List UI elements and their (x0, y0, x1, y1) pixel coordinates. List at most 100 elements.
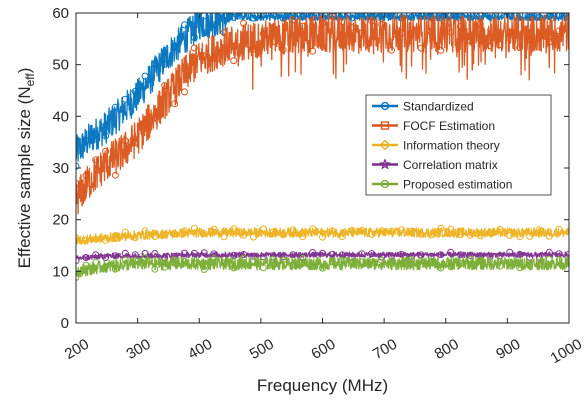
series-marker-3 (250, 233, 257, 241)
y-tick-label: 40 (52, 108, 69, 125)
series-marker-3 (200, 230, 208, 238)
series-marker-2 (121, 137, 129, 145)
series-marker-4 (240, 251, 248, 258)
series-marker-2 (338, 18, 346, 26)
y-tick-label: 10 (52, 263, 69, 280)
series-marker-1 (250, 14, 257, 22)
series-5 (76, 254, 569, 281)
x-tick-label: 1000 (548, 336, 585, 367)
series-marker-4 (447, 248, 455, 256)
series-marker-2 (181, 88, 188, 96)
series-marker-1 (161, 60, 169, 68)
series-marker-5 (338, 256, 346, 264)
series-marker-1 (102, 132, 110, 140)
legend-label: FOCF Estimation (403, 119, 495, 133)
series-marker-5 (397, 260, 405, 268)
series-marker-4 (76, 257, 80, 265)
series-marker-3 (496, 226, 504, 233)
series-marker-3 (388, 227, 395, 235)
series-marker-3 (358, 226, 366, 234)
series-marker-4 (397, 250, 405, 258)
series-marker-2 (102, 147, 110, 155)
series-marker-2 (76, 180, 80, 188)
legend: Standardized FOCF Estimation Information t… (365, 94, 552, 196)
x-tick-label: 600 (308, 336, 338, 363)
x-tick-label: 800 (432, 336, 462, 363)
series-marker-3 (92, 235, 100, 243)
series-marker-2 (348, 24, 356, 32)
series-marker-2 (111, 171, 119, 179)
series-marker-4 (102, 254, 110, 261)
series-marker-5 (407, 256, 415, 263)
series-marker-2 (417, 44, 425, 52)
series-marker-5 (259, 264, 267, 272)
series-marker-2 (427, 27, 435, 35)
series-marker-5 (76, 273, 80, 281)
series-marker-5 (388, 259, 395, 267)
series-line-2 (76, 14, 569, 215)
series-marker-4 (111, 252, 119, 260)
series-marker-5 (447, 263, 455, 271)
series-marker-2 (319, 19, 326, 27)
series-marker-1 (200, 13, 208, 20)
legend-label: Information theory (403, 139, 500, 153)
series-marker-2 (210, 54, 218, 62)
series-marker-4 (338, 251, 346, 259)
series-marker-3 (565, 227, 569, 235)
series-marker-3 (230, 225, 238, 233)
y-tick-label: 20 (52, 212, 69, 229)
series-marker-2 (486, 42, 494, 50)
series-marker-3 (161, 231, 169, 239)
series-marker-2 (151, 114, 159, 122)
series-marker-2 (230, 57, 238, 65)
x-tick-label: 400 (185, 336, 215, 363)
series-marker-5 (181, 257, 188, 265)
series-marker-4 (181, 249, 188, 257)
y-axis-label-main: Effective sample size (N (15, 86, 34, 268)
series-marker-4 (92, 251, 100, 259)
series-marker-5 (111, 265, 119, 273)
series-marker-3 (279, 231, 287, 239)
y-axis-label: Effective sample size (Neff) (15, 68, 37, 269)
x-axis-label: Frequency (MHz) (257, 376, 388, 395)
series-marker-4 (368, 250, 376, 258)
series-marker-5 (486, 258, 494, 266)
series-marker-2 (535, 33, 543, 41)
series-marker-3 (181, 227, 188, 235)
series-marker-2 (368, 17, 376, 25)
series-marker-5 (555, 256, 563, 264)
series-marker-1 (92, 130, 100, 138)
series-marker-2 (476, 20, 484, 28)
series-marker-1 (151, 60, 159, 68)
series-marker-1 (259, 13, 267, 19)
series-marker-5 (220, 259, 228, 267)
y-axis-label-suffix: ) (15, 68, 34, 74)
series-marker-3 (348, 226, 356, 234)
series-marker-2 (259, 30, 267, 38)
series-marker-4 (82, 254, 90, 261)
series-marker-3 (319, 233, 326, 241)
series-marker-5 (131, 256, 139, 264)
series-marker-1 (181, 21, 188, 29)
series-marker-2 (190, 44, 198, 52)
series-marker-1 (141, 72, 149, 80)
series-marker-3 (269, 228, 277, 236)
series-line-5 (76, 256, 569, 278)
series-marker-3 (506, 232, 514, 239)
series-marker-2 (269, 38, 277, 46)
series-marker-1 (486, 13, 494, 18)
series-marker-5 (171, 256, 179, 264)
series-2 (76, 13, 569, 215)
legend-marker (380, 179, 390, 189)
series-marker-5 (378, 256, 386, 264)
series-marker-5 (328, 258, 336, 266)
series-marker-4 (328, 250, 336, 258)
series-marker-5 (496, 262, 504, 270)
series-marker-5 (299, 254, 307, 262)
series-marker-5 (269, 255, 277, 263)
series-marker-1 (121, 95, 129, 103)
series-marker-5 (102, 263, 110, 271)
series-marker-3 (220, 233, 228, 241)
series-marker-4 (516, 250, 524, 258)
